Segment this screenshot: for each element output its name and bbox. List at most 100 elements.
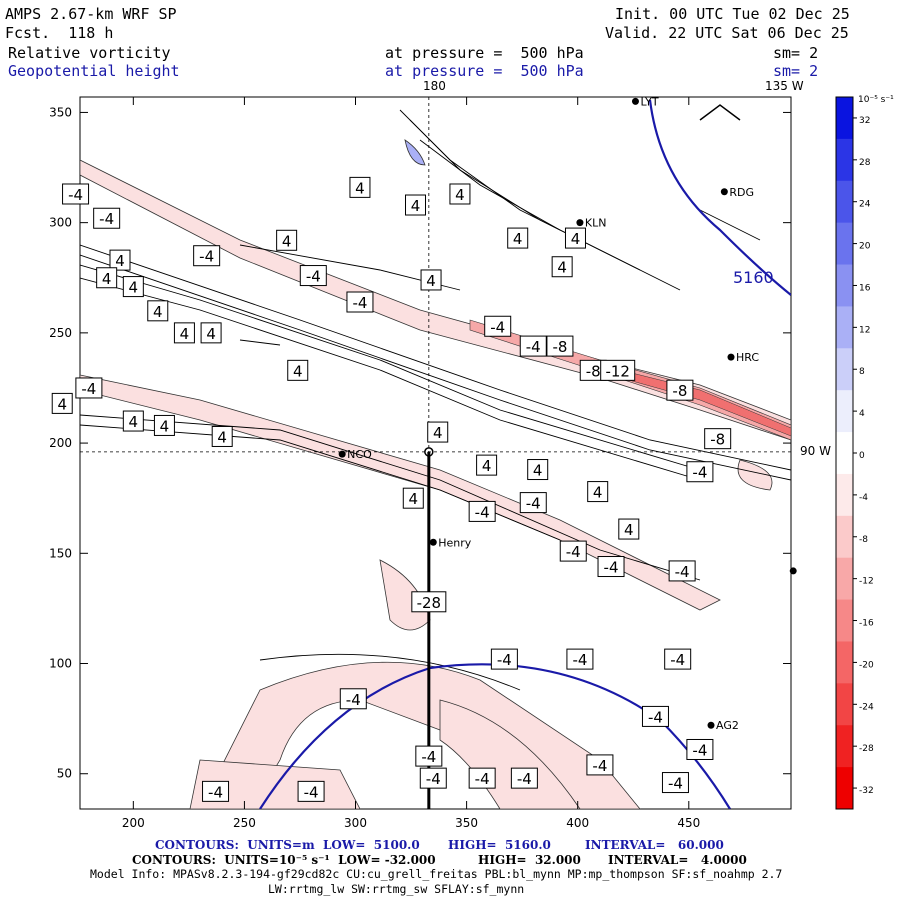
contour-label-box: [449, 183, 471, 205]
contour-label-box: [299, 265, 327, 287]
y-tick-label: 50: [57, 767, 72, 781]
contour-label-text: -4: [517, 770, 532, 788]
station-dot: [576, 219, 584, 227]
contour-label-text: -8: [586, 362, 601, 380]
station-dot: [789, 567, 797, 575]
contour-label-text: -4: [670, 651, 685, 669]
contour-label-text: 4: [153, 303, 163, 321]
init-time: Init. 00 UTC Tue 02 Dec 25: [615, 5, 850, 23]
contour-label: 4: [420, 269, 442, 291]
contour-label: 4: [402, 487, 424, 509]
contour-label-box: [75, 377, 103, 399]
colorbar-swatch: [836, 641, 853, 684]
coastline: [699, 104, 741, 121]
contour-label-text: 4: [355, 179, 365, 197]
valid-time: Valid. 22 UTC Sat 06 Dec 25: [605, 24, 849, 42]
contour-label-text: -4: [497, 651, 512, 669]
footer-height-interval: INTERVAL= 60.000: [585, 838, 724, 852]
x-tick-label: 300: [344, 816, 367, 830]
contour-label: 4: [427, 421, 449, 443]
contour-label-box: [420, 269, 442, 291]
colorbar-level: -12: [859, 577, 874, 587]
contour-label-box: [51, 392, 73, 414]
colorbar-level: 32: [859, 116, 870, 126]
contour-label-box: [476, 454, 498, 476]
contour-label: 4: [449, 183, 471, 205]
colorbar-swatch: [836, 725, 853, 768]
contour-label-text: 4: [293, 362, 303, 380]
station-dot: [429, 538, 437, 546]
contour-label: -8: [546, 335, 574, 357]
colorbar-swatch: [836, 138, 853, 182]
contour-label-box: [122, 276, 144, 298]
contour-label: -4: [686, 738, 714, 760]
contour-label-box: [339, 688, 367, 710]
contour-label-text: 4: [102, 270, 112, 288]
contour-label-text: -4: [346, 691, 361, 709]
colorbar-level: 8: [859, 367, 865, 377]
contour-label: -4: [75, 377, 103, 399]
contour-label-box: [153, 414, 175, 436]
contour-label-text: 4: [593, 484, 603, 502]
contour-label-text: -4: [592, 757, 607, 775]
contour-label-box: [62, 183, 90, 205]
contour-label-text: 4: [411, 197, 421, 215]
x-tick-label: 350: [455, 816, 478, 830]
y-axis: 50 100 150 200 250 300 350: [49, 105, 791, 781]
contour-label: -4: [641, 705, 669, 727]
contour-lines: [80, 109, 791, 691]
contour-label: -4: [346, 291, 374, 313]
lon-label-135w: 135 W: [765, 79, 804, 93]
colorbar-level: -4: [859, 493, 868, 503]
contour-label-box: [564, 227, 586, 249]
contour-label-text: 4: [129, 413, 139, 431]
contour-label: 4: [551, 256, 573, 278]
contour-label: -4: [93, 207, 121, 229]
colorbar-swatch: [836, 348, 853, 391]
contour-label-box: [173, 322, 195, 344]
contour-label-text: 4: [282, 232, 292, 250]
contour-label-text: -4: [692, 741, 707, 759]
colorbar-level: -32: [859, 786, 874, 796]
colorbar-level: 4: [859, 409, 865, 419]
contour-label: 4: [476, 454, 498, 476]
colorbar-swatch: [836, 390, 853, 433]
contour-label-text: -28: [417, 594, 442, 612]
station-label: Henry: [438, 536, 472, 549]
colorbar-swatch: [836, 180, 853, 224]
colorbar-swatch: [836, 97, 853, 140]
contour-label: 4: [200, 322, 222, 344]
contour-label-box: [193, 245, 221, 267]
station-dot: [631, 97, 639, 105]
contour-label-text: -4: [208, 783, 223, 801]
contour-label-box: [490, 648, 518, 670]
station-label: LYT: [640, 95, 658, 108]
contour-label-box: [618, 518, 640, 540]
contour-label-box: [427, 421, 449, 443]
colorbar-level: -28: [859, 744, 874, 754]
y-tick-label: 250: [49, 326, 72, 340]
contour-label-box: [666, 379, 694, 401]
contour-label-text: -4: [306, 268, 321, 286]
height-label: 5160: [733, 268, 774, 287]
shade-band: [404, 139, 426, 166]
contour-label-box: [551, 256, 573, 278]
contour-label: -4: [415, 745, 443, 767]
contour-label: 4: [51, 392, 73, 414]
contour-label-box: [559, 540, 587, 562]
contour-label: 4: [564, 227, 586, 249]
contour-label: -4: [664, 648, 692, 670]
contour-label: 4: [527, 459, 549, 481]
colorbar-level: 20: [859, 242, 871, 252]
contour-label-box: [566, 648, 594, 670]
contour-label-box: [519, 335, 547, 357]
colorbar-swatch: [836, 264, 853, 307]
contour-label: -4: [661, 772, 689, 794]
contour-label-box: [211, 425, 233, 447]
contour-label: -4: [299, 265, 327, 287]
contour-label-box: [668, 560, 696, 582]
colorbar-level: -8: [859, 535, 868, 545]
colorbar-swatch: [836, 767, 853, 810]
contour-label-box: [641, 705, 669, 727]
